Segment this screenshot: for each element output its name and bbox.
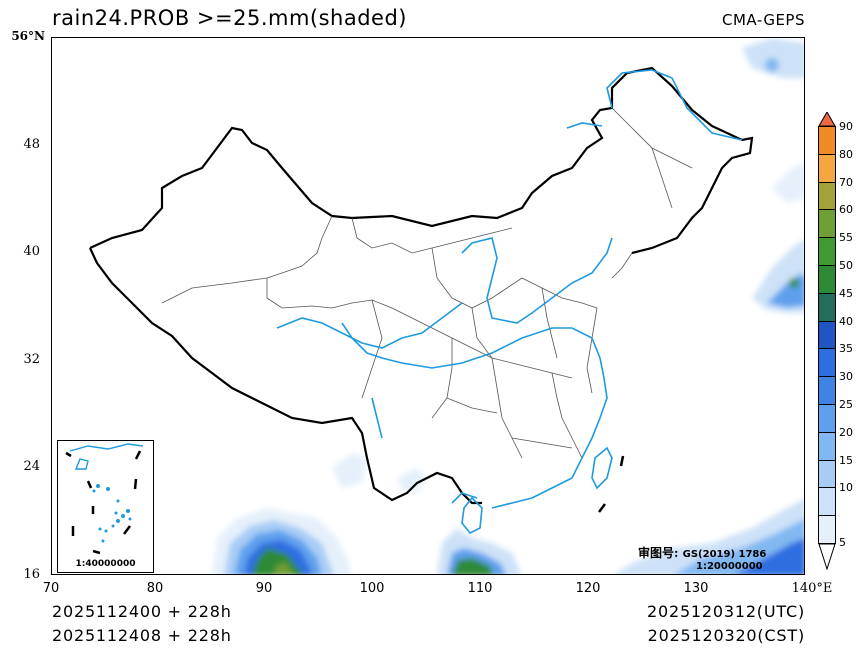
lat-tick-32: 32 bbox=[23, 352, 40, 367]
colorbar-legend: 90 80 70 60 55 50 45 40 35 30 25 20 15 1… bbox=[818, 112, 853, 570]
colorbar-segment: 50 bbox=[818, 259, 853, 294]
lat-tick-24: 24 bbox=[23, 459, 40, 474]
colorbar-segment: 70 bbox=[818, 176, 853, 211]
precip-probability-shading bbox=[212, 38, 804, 574]
chart-title: rain24.PROB >=25.mm(shaded) bbox=[52, 6, 407, 30]
colorbar-segment: 80 bbox=[818, 148, 853, 183]
maritime-dashes bbox=[598, 455, 625, 513]
colorbar-segment: 25 bbox=[818, 398, 853, 433]
lat-tick-40: 40 bbox=[23, 244, 40, 259]
colorbar-segment: 55 bbox=[818, 231, 853, 266]
colorbar-segment: 45 bbox=[818, 287, 853, 322]
lon-tick-70: 70 bbox=[42, 581, 60, 596]
lon-tick-120: 120 bbox=[575, 581, 601, 596]
lat-tick-56: 56°N bbox=[11, 29, 45, 43]
colorbar-segment: 20 bbox=[818, 426, 853, 461]
lon-tick-130: 130 bbox=[683, 581, 709, 596]
colorbar-segment: 15 bbox=[818, 454, 853, 489]
national-border-southwest bbox=[89, 247, 482, 505]
model-source-label: CMA-GEPS bbox=[722, 11, 805, 29]
lon-tick-140: 140°E bbox=[791, 581, 833, 596]
init-time-utc: 2025112400 + 228h bbox=[52, 602, 232, 621]
lat-tick-48: 48 bbox=[23, 137, 40, 152]
national-border bbox=[89, 66, 754, 255]
colorbar-segment: 30 bbox=[818, 370, 853, 405]
colorbar-segment: 5 bbox=[818, 516, 846, 549]
map-canvas bbox=[89, 38, 804, 574]
init-time-cst: 2025112408 + 228h bbox=[52, 626, 232, 645]
review-label: 审图号: bbox=[638, 546, 679, 560]
colorbar-segment: 35 bbox=[818, 342, 853, 378]
rivers-and-coastline bbox=[276, 69, 743, 535]
main-map-scale: 1:20000000 bbox=[696, 561, 763, 572]
colorbar-segment: 40 bbox=[818, 315, 853, 350]
inset-scale-label: 1:40000000 bbox=[75, 559, 136, 569]
inset-map-canvas bbox=[65, 443, 144, 555]
colorbar-bottom-arrow bbox=[818, 543, 836, 570]
colorbar-segment: 90 bbox=[818, 120, 853, 155]
lon-tick-80: 80 bbox=[146, 581, 164, 596]
review-code: GS(2019) 1786 bbox=[682, 549, 767, 560]
colorbar-top-arrow bbox=[818, 112, 836, 126]
lon-tick-110: 110 bbox=[467, 581, 493, 596]
valid-time-cst: 2025120320(CST) bbox=[647, 626, 805, 645]
south-china-sea-inset: 1:40000000 bbox=[57, 440, 154, 573]
colorbar-segment: 60 bbox=[818, 203, 853, 239]
lon-tick-90: 90 bbox=[255, 581, 273, 596]
map-frame[interactable] bbox=[51, 37, 805, 575]
lat-tick-16: 16 bbox=[23, 567, 40, 582]
province-boundaries bbox=[161, 107, 693, 459]
valid-time-utc: 2025120312(UTC) bbox=[647, 602, 805, 621]
colorbar-segment: 10 bbox=[818, 481, 853, 517]
map-review-number: 审图号: GS(2019) 1786 bbox=[638, 544, 766, 561]
lon-tick-100: 100 bbox=[359, 581, 385, 596]
